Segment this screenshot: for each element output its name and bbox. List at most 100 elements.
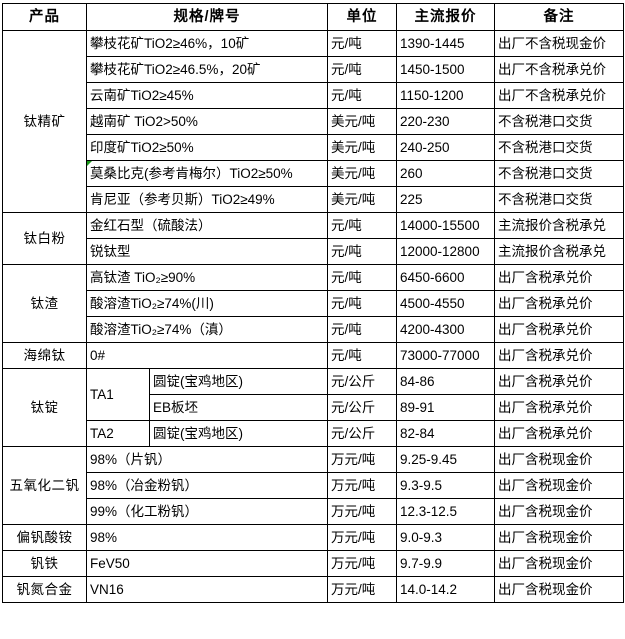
price-cell: 6450-6600 — [396, 264, 495, 291]
remark-cell: 不含税港口交货 — [494, 134, 624, 161]
product-name-cell: 偏钒酸铵 — [2, 524, 87, 551]
remark-cell: 出厂不含税承兑价 — [494, 56, 624, 83]
unit-cell: 元/公斤 — [327, 368, 397, 395]
remark-cell: 主流报价含税承兑 — [494, 212, 624, 239]
price-quotation-table: 产品 规格/牌号 单位 主流报价 备注 钛精矿 攀枝花矿TiO2≥46%，10矿元… — [2, 3, 624, 603]
product-name-cell: 五氧化二钒 — [2, 446, 87, 525]
header-row: 产品 规格/牌号 单位 主流报价 备注 — [2, 3, 624, 31]
spec-text: 莫桑比克(参考肯梅尔）TiO2≥50% — [90, 165, 293, 181]
remark-cell: 出厂含税现金价 — [494, 472, 624, 499]
spec-cell: 酸溶渣TiO₂≥74%（滇） — [86, 316, 328, 343]
spec-cell: 99%（化工粉钒） — [86, 498, 328, 525]
spec-cell: 肯尼亚（参考贝斯）TiO2≥49% — [86, 186, 328, 213]
remark-cell: 出厂含税现金价 — [494, 446, 624, 473]
spec-cell: 莫桑比克(参考肯梅尔）TiO2≥50% — [86, 160, 328, 187]
remark-cell: 出厂含税现金价 — [494, 524, 624, 551]
remark-cell: 不含税港口交货 — [494, 160, 624, 187]
table-row: 肯尼亚（参考贝斯）TiO2≥49% 美元/吨 225 不含税港口交货 — [3, 186, 624, 213]
table-row: 云南矿TiO2≥45% 元/吨 1150-1200 出厂不含税承兑价 — [3, 82, 624, 109]
product-name-cell: 钒氮合金 — [2, 576, 87, 603]
spec-cell: 越南矿 TiO2>50% — [86, 108, 328, 135]
price-cell: 14000-15500 — [396, 212, 495, 239]
spec-cell: 圆锭(宝鸡地区) — [149, 368, 328, 395]
unit-cell: 元/吨 — [327, 56, 397, 83]
table-row: TA2 圆锭(宝鸡地区) 元/公斤 82-84 出厂含税承兑价 — [3, 420, 624, 447]
unit-cell: 美元/吨 — [327, 160, 397, 187]
price-cell: 4200-4300 — [396, 316, 495, 343]
unit-cell: 万元/吨 — [327, 576, 397, 603]
spec-cell: 酸溶渣TiO₂≥74%(川) — [86, 290, 328, 317]
spec-cell: VN16 — [86, 576, 328, 603]
grade-cell: TA1 — [86, 368, 150, 421]
remark-cell: 出厂含税现金价 — [494, 550, 624, 577]
price-cell: 4500-4550 — [396, 290, 495, 317]
spec-cell: 印度矿TiO2≥50% — [86, 134, 328, 161]
unit-cell: 美元/吨 — [327, 108, 397, 135]
product-name-cell: 钛渣 — [2, 264, 87, 343]
table-row: 印度矿TiO2≥50% 美元/吨 240-250 不含税港口交货 — [3, 134, 624, 161]
price-cell: 260 — [396, 160, 495, 187]
price-cell: 9.0-9.3 — [396, 524, 495, 551]
price-table-container: 产品 规格/牌号 单位 主流报价 备注 钛精矿 攀枝花矿TiO2≥46%，10矿元… — [2, 3, 624, 603]
unit-cell: 万元/吨 — [327, 550, 397, 577]
column-header-product: 产品 — [2, 3, 87, 31]
unit-cell: 美元/吨 — [327, 134, 397, 161]
table-row: 攀枝花矿TiO2≥46.5%，20矿 元/吨 1450-1500 出厂不含税承兑价 — [3, 56, 624, 83]
product-name-cell: 海绵钛 — [2, 342, 87, 369]
table-row: 98%（冶金粉钒） 万元/吨 9.3-9.5 出厂含税现金价 — [3, 472, 624, 499]
column-header-price: 主流报价 — [396, 3, 495, 31]
price-cell: 240-250 — [396, 134, 495, 161]
remark-cell: 出厂含税承兑价 — [494, 264, 624, 291]
table-row: 钛精矿 攀枝花矿TiO2≥46%，10矿 元/吨 1390-1445 出厂不含税现金价 — [2, 30, 624, 213]
price-cell: 73000-77000 — [396, 342, 495, 369]
table-row: 越南矿 TiO2>50% 美元/吨 220-230 不含税港口交货 — [3, 108, 624, 135]
spec-cell: 攀枝花矿TiO2≥46.5%，20矿 — [86, 56, 328, 83]
unit-cell: 万元/吨 — [327, 446, 397, 473]
table-row: 海绵钛 0# 元/吨 73000-77000 出厂含税承兑价 — [2, 342, 624, 369]
remark-cell: 出厂含税承兑价 — [494, 420, 624, 447]
price-cell: 9.3-9.5 — [396, 472, 495, 499]
table-header: 产品 规格/牌号 单位 主流报价 备注 — [2, 3, 624, 31]
price-cell: 225 — [396, 186, 495, 213]
product-name-cell: 钛白粉 — [2, 212, 87, 265]
spec-cell: 98%（片钒） — [86, 446, 328, 473]
column-header-spec: 规格/牌号 — [86, 3, 328, 31]
table-row: 酸溶渣TiO₂≥74%(川) 元/吨 4500-4550 出厂含税承兑价 — [3, 290, 624, 317]
remark-cell: 出厂不含税现金价 — [494, 30, 624, 57]
unit-cell: 元/吨 — [327, 290, 397, 317]
table-row: 酸溶渣TiO₂≥74%（滇） 元/吨 4200-4300 出厂含税承兑价 — [3, 316, 624, 343]
price-cell: 1390-1445 — [396, 30, 495, 57]
unit-cell: 元/吨 — [327, 342, 397, 369]
price-cell: 84-86 — [396, 368, 495, 395]
table-row: 99%（化工粉钒） 万元/吨 12.3-12.5 出厂含税现金价 — [3, 498, 624, 525]
remark-cell: 出厂含税承兑价 — [494, 368, 624, 395]
grade-cell: TA2 — [86, 420, 150, 447]
unit-cell: 元/吨 — [327, 82, 397, 109]
spec-cell: 98%（冶金粉钒） — [86, 472, 328, 499]
comment-indicator-icon — [87, 161, 92, 166]
table-row: 钛锭 TA1 圆锭(宝鸡地区) 元/公斤 84-86 出厂含税承兑价 — [2, 368, 624, 447]
price-cell: 82-84 — [396, 420, 495, 447]
spec-cell: 0# — [86, 342, 328, 369]
unit-cell: 美元/吨 — [327, 186, 397, 213]
table-body: 钛精矿 攀枝花矿TiO2≥46%，10矿 元/吨 1390-1445 出厂不含税现金价攀… — [2, 30, 624, 603]
unit-cell: 元/吨 — [327, 316, 397, 343]
remark-cell: 不含税港口交货 — [494, 186, 624, 213]
remark-cell: 出厂含税承兑价 — [494, 394, 624, 421]
column-header-remark: 备注 — [494, 3, 624, 31]
remark-cell: 主流报价含税承兑 — [494, 238, 624, 265]
unit-cell: 元/公斤 — [327, 420, 397, 447]
spec-cell: 云南矿TiO2≥45% — [86, 82, 328, 109]
remark-cell: 出厂含税现金价 — [494, 576, 624, 603]
spec-cell: EB板坯 — [149, 394, 328, 421]
column-header-unit: 单位 — [327, 3, 397, 31]
remark-cell: 不含税港口交货 — [494, 108, 624, 135]
price-cell: 12000-12800 — [396, 238, 495, 265]
table-row: 钛白粉 金红石型（硫酸法） 元/吨 14000-15500 主流报价含税承兑 — [2, 212, 624, 265]
spec-cell: 98% — [86, 524, 328, 551]
table-row: 五氧化二钒 98%（片钒） 万元/吨 9.25-9.45 出厂含税现金价 — [2, 446, 624, 525]
table-row: 钒氮合金 VN16 万元/吨 14.0-14.2 出厂含税现金价 — [2, 576, 624, 603]
spec-cell: 圆锭(宝鸡地区) — [149, 420, 328, 447]
price-cell: 14.0-14.2 — [396, 576, 495, 603]
unit-cell: 元/吨 — [327, 238, 397, 265]
